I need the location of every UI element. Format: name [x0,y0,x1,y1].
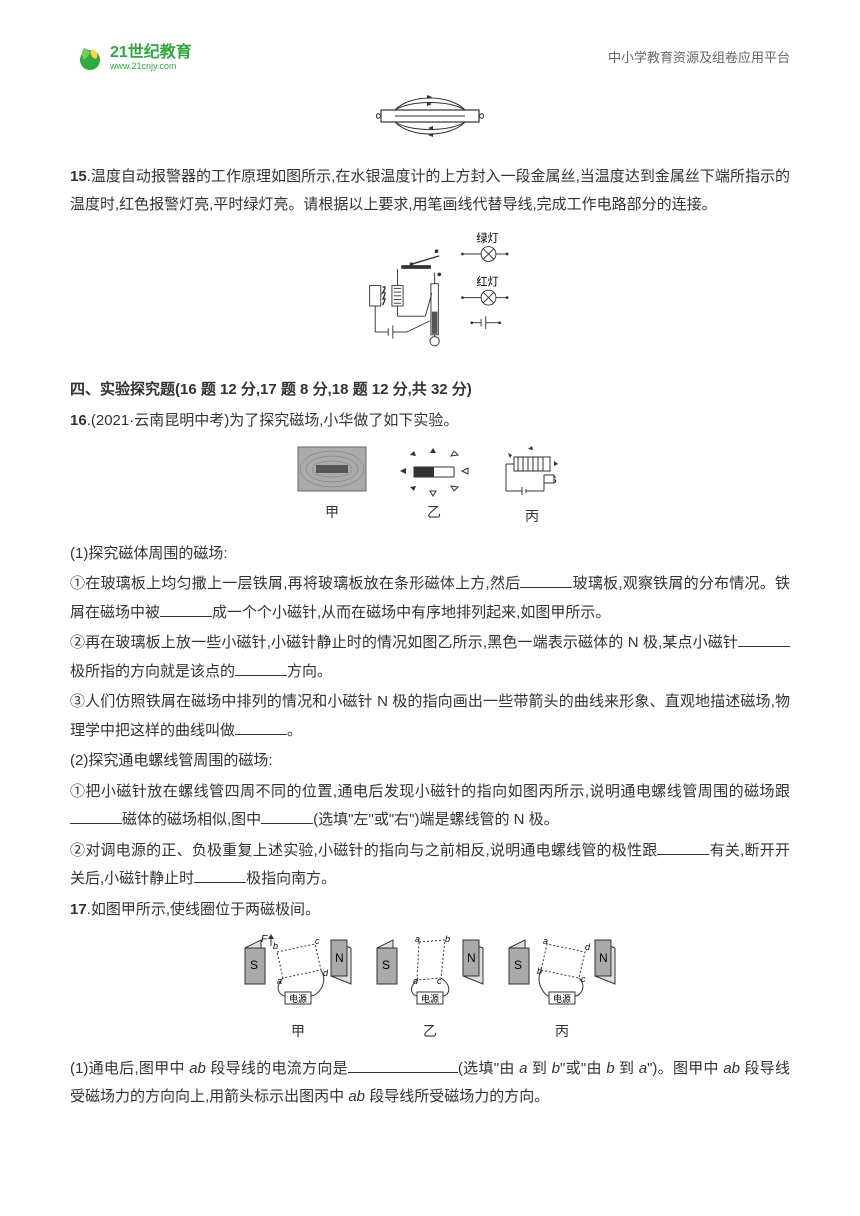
green-lamp-label: 绿灯 [476,230,498,244]
svg-text:电源: 电源 [421,993,439,1004]
blank [235,661,287,676]
page-header: 21世纪教育 www.21cnjy.com 中小学教育资源及组卷应用平台 [70,40,790,76]
q17-intro: 17.如图甲所示,使线圈位于两磁极间。 [70,896,790,925]
q16-p3: ③人们仿照铁屑在磁场中排列的情况和小磁针 N 极的指向画出一些带箭头的曲线来形象… [70,688,790,745]
blank [738,632,790,647]
svg-text:c: c [437,976,442,986]
svg-text:电源: 电源 [289,993,307,1004]
svg-text:N: N [599,951,608,965]
q16-p2: ②再在玻璃板上放一些小磁针,小磁针静止时的情况如图乙所示,黑色一端表示磁体的 N… [70,629,790,686]
logo: 21世纪教育 www.21cnjy.com [70,40,192,76]
q17-bing: S N b c a d 电源 丙 [507,934,617,1045]
content: 15.温度自动报警器的工作原理如图所示,在水银温度计的上方封入一段金属丝,当温度… [70,86,790,1112]
q17-yi: S N a b c d 电源 乙 [375,934,485,1045]
svg-text:d: d [585,942,591,952]
header-platform-text: 中小学教育资源及组卷应用平台 [608,46,790,71]
q15-text: 15.温度自动报警器的工作原理如图所示,在水银温度计的上方封入一段金属丝,当温度… [70,163,790,220]
blank [348,1058,458,1073]
red-lamp-label: 红灯 [476,275,498,288]
logo-url: www.21cnjy.com [110,62,192,72]
blank [160,602,212,617]
q17-jia-label: 甲 [291,1018,305,1045]
q16-yi: 乙 [390,445,478,530]
q17-bing-label: 丙 [555,1018,569,1045]
q16-jia: 甲 [296,445,368,530]
blank [70,809,122,824]
q16-number: 16 [70,412,87,429]
magnet-field-diagram [70,86,790,155]
q16-bing-label: 丙 [525,503,539,530]
q16-jia-label: 甲 [325,499,339,526]
logo-icon [70,40,106,76]
svg-text:电源: 电源 [553,993,571,1004]
q16-p4: ①把小磁针放在螺线管四周不同的位置,通电后发现小磁针的指向如图丙所示,说明通电螺… [70,778,790,835]
blank [520,573,572,588]
q16-p1: ①在玻璃板上均匀撒上一层铁屑,再将玻璃板放在条形磁体上方,然后玻璃板,观察铁屑的… [70,570,790,627]
svg-text:a: a [415,934,420,944]
svg-text:c: c [315,936,320,946]
q17-number: 17 [70,901,87,918]
blank [235,720,287,735]
svg-text:N: N [335,951,344,965]
q17-diagrams: S N b c a d F 电源 甲 [70,934,790,1045]
q16-yi-label: 乙 [427,499,441,526]
svg-text:S: S [382,958,390,972]
logo-brand: 21世纪教育 [110,44,192,62]
section4-title: 四、实验探究题(16 题 12 分,17 题 8 分,18 题 12 分,共 3… [70,376,790,405]
q16-p5: ②对调电源的正、负极重复上述实验,小磁针的指向与之前相反,说明通电螺线管的极性跟… [70,837,790,894]
q16-bing: S 丙 [500,445,564,530]
q16-part2-head: (2)探究通电螺线管周围的磁场: [70,747,790,776]
svg-text:b: b [445,934,450,944]
q16-source: (2021·云南昆明中考)为了探究磁场,小华做了如下实验。 [91,412,459,429]
q16-part1-head: (1)探究磁体周围的磁场: [70,540,790,569]
q15-number: 15 [70,168,87,185]
blank [261,809,313,824]
q17-jia: S N b c a d F 电源 甲 [243,934,353,1045]
q17-p1: (1)通电后,图甲中 ab 段导线的电流方向是(选填"由 a 到 b"或"由 b… [70,1055,790,1112]
q15-body: .温度自动报警器的工作原理如图所示,在水银温度计的上方封入一段金属丝,当温度达到… [70,168,790,214]
svg-text:a: a [543,936,548,946]
blank [657,840,709,855]
svg-text:F: F [261,934,268,945]
svg-text:S: S [514,958,522,972]
svg-text:b: b [273,941,278,951]
q17-yi-label: 乙 [423,1018,437,1045]
q15-circuit-diagram: 绿灯 红灯 [70,228,790,369]
svg-text:S: S [250,958,258,972]
svg-text:a: a [277,976,282,986]
svg-text:N: N [467,951,476,965]
q16-intro: 16.(2021·云南昆明中考)为了探究磁场,小华做了如下实验。 [70,407,790,436]
q16-diagrams: 甲 乙 S [70,445,790,530]
blank [194,868,246,883]
